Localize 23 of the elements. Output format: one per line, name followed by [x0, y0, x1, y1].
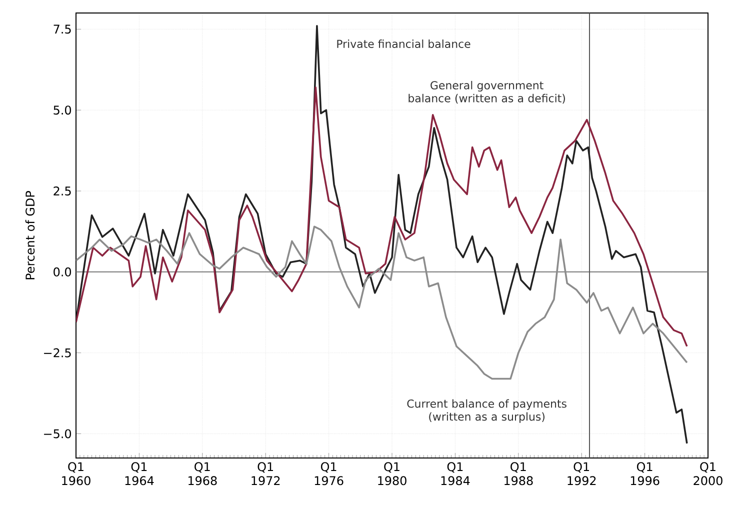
x-tick-label: Q1 1964 [125, 462, 154, 486]
x-tick-label: Q1 1972 [252, 462, 280, 486]
y-tick-label: 0.0 [54, 267, 72, 276]
y-tick-label: 2.5 [54, 186, 71, 196]
x-tick-label: Q1 1980 [378, 462, 406, 486]
y-axis-title: Percent of GDP [25, 191, 35, 280]
series-label: Private financial balance [337, 40, 470, 48]
y-tick-label: −2.5 [44, 348, 71, 358]
line-series [76, 25, 688, 444]
x-tick-label: Q1 2000 [694, 462, 722, 486]
x-tick-label: Q1 1984 [441, 462, 470, 486]
x-tick-label: Q1 1976 [314, 462, 344, 486]
y-tick-label: −5.0 [44, 429, 72, 438]
x-tick-label: Q1 1960 [62, 462, 90, 486]
x-tick-label: Q1 1996 [630, 462, 660, 486]
text: General government balance (written as a deficit) [408, 80, 565, 104]
line-series [76, 226, 688, 380]
text: Current balance of payments (written as a surplus) [407, 399, 566, 423]
y-tick-label: 7.5 [54, 24, 71, 34]
x-tick-label: Q1 1968 [188, 462, 217, 486]
x-tick-label: Q1 1992 [568, 462, 596, 486]
y-tick-label: 5.0 [54, 106, 72, 115]
x-tick-label: Q1 1988 [504, 462, 533, 486]
